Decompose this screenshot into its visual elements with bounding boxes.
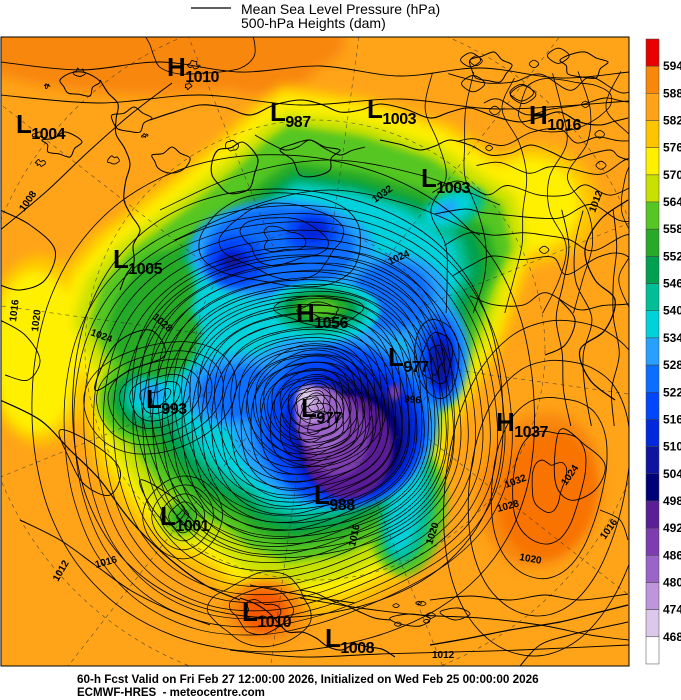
svg-text:ECMWF-HRES - meteocentre.com: ECMWF-HRES - meteocentre.com [77,687,265,699]
svg-text:588: 588 [663,86,681,100]
svg-text:1020: 1020 [518,552,542,567]
svg-text:570: 570 [663,168,681,182]
svg-text:534: 534 [663,331,681,345]
svg-text:558: 558 [663,222,681,236]
svg-text:564: 564 [663,195,681,209]
svg-text:60-h Fcst Valid on Fri Feb 27: 60-h Fcst Valid on Fri Feb 27 12:00:00 2… [77,673,539,686]
svg-text:1012: 1012 [432,650,455,661]
svg-text:510: 510 [663,440,681,454]
svg-text:498: 498 [663,494,681,508]
svg-text:Mean Sea Level Pressure (hPa): Mean Sea Level Pressure (hPa) [241,1,440,17]
svg-text:1016: 1016 [8,299,22,323]
svg-text:996: 996 [404,394,422,406]
svg-text:516: 516 [663,412,681,426]
svg-text:540: 540 [663,304,681,318]
svg-text:1016: 1016 [347,523,362,547]
svg-text:552: 552 [663,249,681,263]
svg-text:546: 546 [663,277,681,291]
svg-text:504: 504 [663,467,681,481]
svg-text:594: 594 [663,59,681,73]
svg-text:500-hPa Heights (dam): 500-hPa Heights (dam) [241,15,386,31]
svg-text:528: 528 [663,358,681,372]
svg-text:L1008: L1008 [325,623,375,657]
svg-text:576: 576 [663,141,681,155]
svg-text:492: 492 [663,521,681,535]
svg-text:468: 468 [663,630,681,644]
svg-text:582: 582 [663,114,681,128]
svg-text:474: 474 [663,603,681,617]
svg-text:486: 486 [663,548,681,562]
svg-text:522: 522 [663,385,681,399]
svg-text:480: 480 [663,576,681,590]
svg-text:1020: 1020 [30,309,44,333]
